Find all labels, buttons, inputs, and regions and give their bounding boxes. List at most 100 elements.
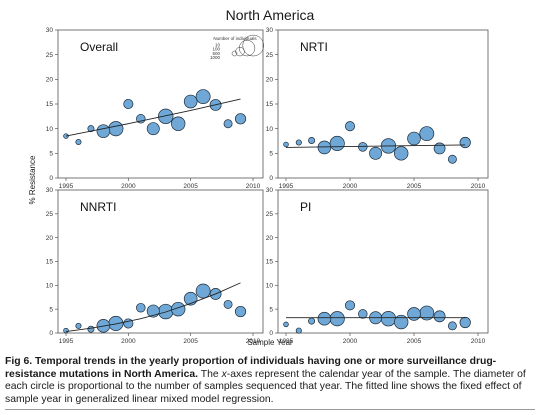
y-tick-label: 10 xyxy=(266,283,274,290)
caption-label: Fig 6. xyxy=(5,356,33,367)
panel-title: Overall xyxy=(80,40,118,54)
y-tick-label: 25 xyxy=(46,211,54,218)
data-point xyxy=(344,300,356,311)
legend-size-circle xyxy=(242,34,264,57)
data-point xyxy=(308,137,316,144)
data-point xyxy=(283,321,289,328)
panel-nrti: 0 5 10 15 20 25 30 1995 2000 2005 2010 NRTI xyxy=(266,27,489,190)
data-point xyxy=(195,89,211,105)
fit-line xyxy=(65,282,241,333)
figure-caption: Fig 6. Temporal trends in the yearly pro… xyxy=(5,356,535,406)
data-point xyxy=(108,121,124,137)
data-point xyxy=(171,301,186,317)
caption-italic-x: x xyxy=(221,368,227,380)
y-tick-label: 0 xyxy=(49,175,53,182)
caption-divider xyxy=(5,409,535,410)
panel-pi: 0 5 10 15 20 25 30 1995 2000 2005 2010 PI xyxy=(266,187,489,345)
x-tick-label: 2005 xyxy=(183,183,198,190)
data-point xyxy=(433,142,446,155)
panel-overall: 0 5 10 15 20 25 30 1995 2000 2005 2010 Overall xyxy=(46,27,264,190)
data-point xyxy=(283,141,289,148)
data-point xyxy=(394,146,409,161)
fit-line xyxy=(65,98,241,137)
data-point xyxy=(344,121,356,132)
data-point xyxy=(358,142,368,152)
x-tick-label: 1995 xyxy=(279,338,294,345)
y-tick-label: 25 xyxy=(266,52,274,59)
data-point xyxy=(447,154,457,164)
y-tick-label: 0 xyxy=(269,175,273,182)
data-point xyxy=(308,317,316,325)
y-tick-label: 30 xyxy=(266,27,274,34)
data-point xyxy=(75,322,82,329)
x-tick-label: 1995 xyxy=(279,183,294,190)
y-tick-label: 20 xyxy=(266,235,274,242)
data-point xyxy=(87,325,95,333)
data-point xyxy=(358,309,368,319)
y-tick-label: 10 xyxy=(266,126,274,133)
panel-title: PI xyxy=(300,200,311,214)
y-tick-label: 30 xyxy=(46,27,54,34)
x-tick-label: 2000 xyxy=(343,338,358,345)
y-tick-label: 10 xyxy=(46,283,54,290)
y-tick-label: 5 xyxy=(49,306,53,313)
data-point xyxy=(459,316,471,329)
x-axis-label: Sample Year xyxy=(247,338,293,347)
data-point xyxy=(329,135,345,152)
x-tick-label: 2010 xyxy=(246,338,261,345)
data-point xyxy=(146,122,160,136)
data-point xyxy=(317,311,332,326)
x-tick-label: 2005 xyxy=(183,338,198,345)
data-point xyxy=(171,116,186,131)
legend-size-circle xyxy=(235,46,245,57)
figure-title: North America xyxy=(226,7,315,23)
y-tick-label: 20 xyxy=(46,235,54,242)
data-point xyxy=(183,94,198,109)
legend-entry-label: 10 xyxy=(215,43,221,48)
data-point xyxy=(447,321,457,331)
y-tick-label: 25 xyxy=(266,211,274,218)
data-point xyxy=(123,98,134,110)
data-point xyxy=(75,138,82,146)
data-point xyxy=(136,302,146,313)
y-tick-label: 30 xyxy=(266,187,274,194)
x-tick-label: 2005 xyxy=(407,183,422,190)
x-tick-label: 1995 xyxy=(59,338,74,345)
x-tick-label: 2010 xyxy=(471,183,486,190)
x-tick-label: 2010 xyxy=(246,183,261,190)
data-point xyxy=(369,146,383,160)
data-point xyxy=(223,119,233,129)
y-axis-label: % Resistance xyxy=(28,155,37,204)
panel-nnrti: 0 5 10 15 20 25 30 1995 2000 2005 2010 NNRTI xyxy=(46,187,264,345)
y-tick-label: 15 xyxy=(46,101,54,108)
x-tick-label: 2005 xyxy=(407,338,422,345)
data-point xyxy=(317,140,332,155)
data-point xyxy=(433,310,446,323)
y-tick-label: 30 xyxy=(46,187,54,194)
data-point xyxy=(223,299,233,309)
y-tick-label: 15 xyxy=(266,259,274,266)
legend-size-circle xyxy=(231,50,238,57)
data-point xyxy=(158,108,174,125)
caption-text-b: -axes represent the calendar year of the… xyxy=(5,368,526,405)
y-tick-label: 15 xyxy=(266,101,274,108)
data-point xyxy=(419,126,435,142)
y-tick-label: 10 xyxy=(46,126,54,133)
y-tick-label: 0 xyxy=(269,330,273,337)
x-tick-label: 2000 xyxy=(121,338,136,345)
panel-title: NRTI xyxy=(300,40,328,54)
data-point xyxy=(87,125,95,133)
panel-title: NNRTI xyxy=(80,200,116,214)
y-tick-label: 20 xyxy=(266,77,274,84)
caption-title: Temporal trends in the yearly proportion… xyxy=(5,356,497,380)
legend-entry-label: 500 xyxy=(212,51,220,56)
fit-line xyxy=(285,144,466,148)
y-tick-label: 0 xyxy=(49,330,53,337)
caption-text-a: The xyxy=(198,368,222,380)
x-tick-label: 2000 xyxy=(343,183,358,190)
data-point xyxy=(234,305,247,318)
y-tick-label: 25 xyxy=(46,52,54,59)
legend-size-circle xyxy=(238,40,256,57)
data-point xyxy=(96,124,111,138)
